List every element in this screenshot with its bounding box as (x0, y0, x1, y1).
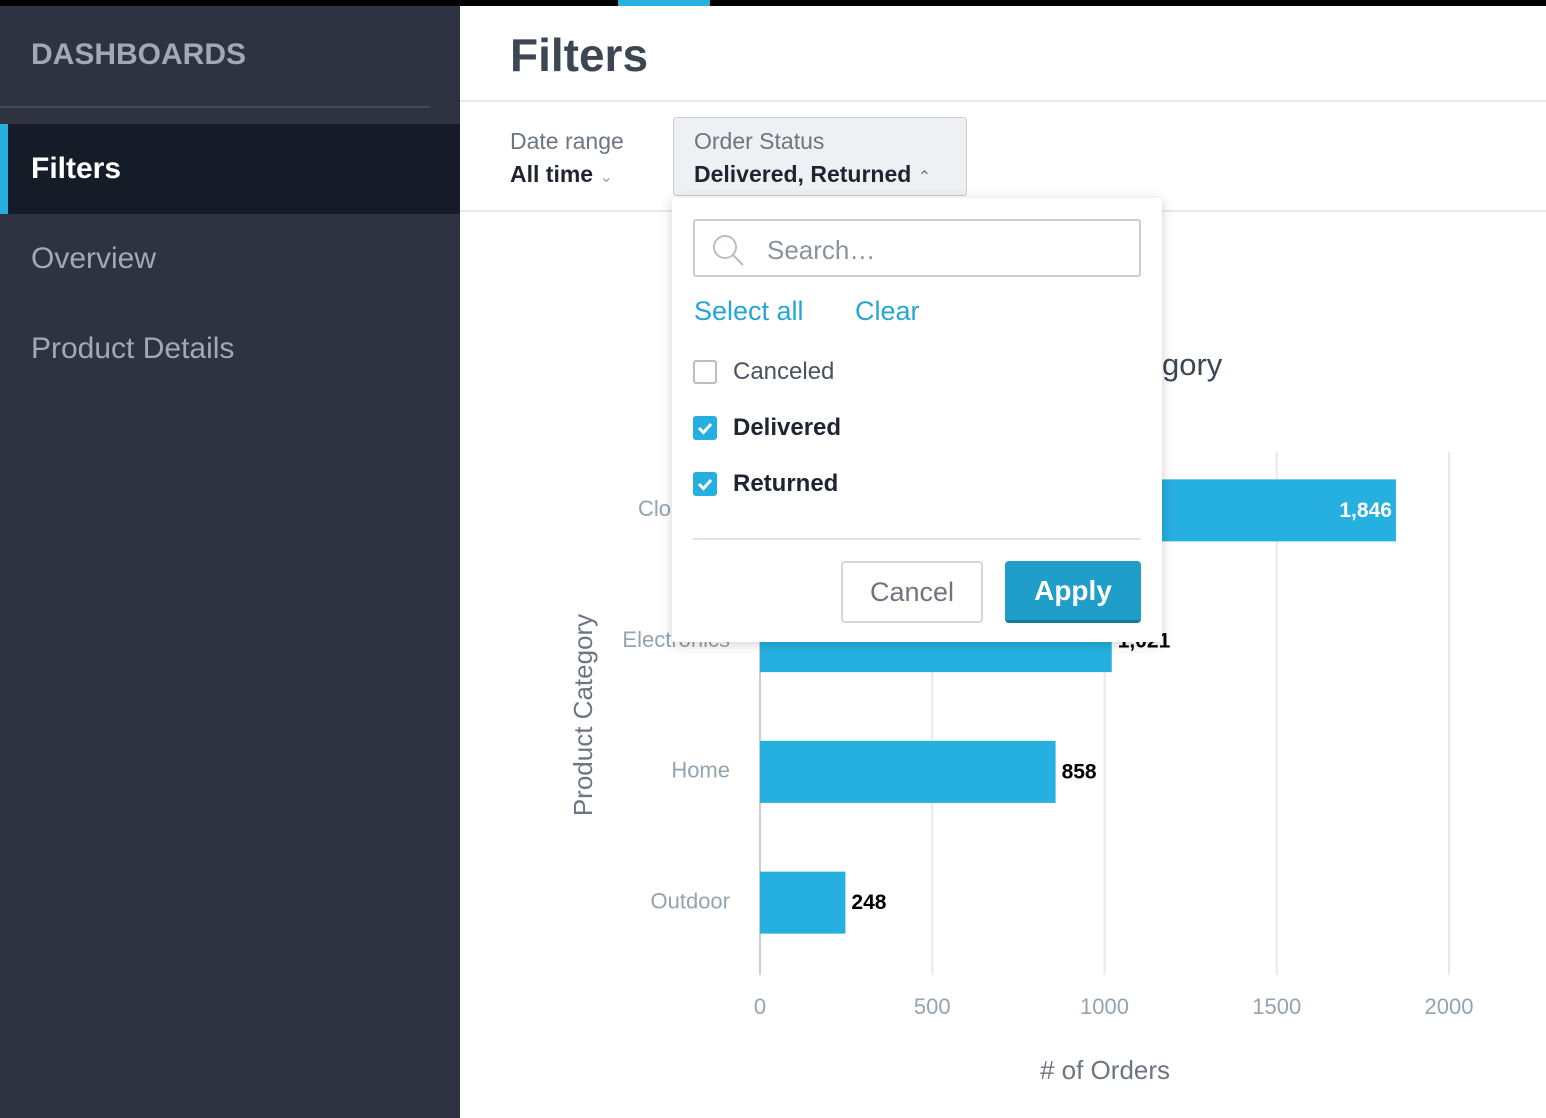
x-tick-label: 0 (754, 994, 766, 1019)
dropdown: Search… Select all Clear Canceled Deliver… (672, 198, 1162, 642)
y-axis-title: Product Category (568, 614, 598, 816)
bar (760, 740, 1056, 803)
value-label: 248 (851, 891, 886, 914)
nav-item[interactable]: Overview (31, 242, 157, 275)
nav-item[interactable]: Product Details (31, 332, 235, 365)
checkmark (697, 423, 713, 435)
x-axis-title: # of Orders (1040, 1055, 1170, 1085)
filter-value: All time (510, 161, 594, 187)
divider (460, 100, 1546, 102)
checkbox[interactable] (693, 360, 717, 384)
category-label: Outdoor (651, 888, 731, 913)
checkbox[interactable] (693, 416, 717, 440)
tab-indicator (618, 0, 710, 6)
chart-title: gory (1162, 347, 1223, 382)
x-tick-label: 2000 (1425, 994, 1474, 1019)
search-placeholder: Search… (767, 235, 876, 265)
filter[interactable]: Date range All time ⌄ (510, 128, 624, 187)
value-label: 858 (1062, 760, 1097, 783)
select-all[interactable]: Select all (694, 296, 804, 326)
filter-value: Delivered, Returned (694, 161, 912, 187)
divider (0, 106, 430, 108)
checkbox[interactable] (693, 472, 717, 496)
category-label: Clo (638, 496, 671, 521)
nav-item[interactable]: Filters (0, 124, 460, 214)
option-label[interactable]: Returned (733, 470, 839, 497)
option-label[interactable]: Delivered (733, 414, 842, 441)
search-icon (713, 235, 744, 266)
apply-button[interactable]: Apply (1005, 561, 1141, 623)
x-tick-label: 500 (914, 994, 951, 1019)
filter[interactable]: Order Status Delivered, Returned ⌃ (673, 117, 967, 196)
search-box[interactable]: Search… (693, 219, 1141, 277)
x-tick-label: 1000 (1080, 994, 1129, 1019)
top-bar (0, 0, 1546, 6)
value-label: 1,846 (1339, 499, 1392, 522)
page-title: Filters (510, 29, 649, 81)
sidebar: DASHBOARDS Filters Overview Product Detail… (0, 6, 460, 1118)
divider (693, 538, 1141, 540)
cancel-button[interactable]: Cancel (841, 561, 983, 623)
clear[interactable]: Clear (855, 296, 920, 326)
x-tick-label: 1500 (1252, 994, 1301, 1019)
category-label: Home (671, 758, 730, 783)
filter-label: Date range (510, 128, 624, 154)
option-label[interactable]: Canceled (733, 358, 835, 385)
filter-label: Order Status (694, 128, 825, 154)
bar (760, 871, 846, 934)
checkmark (697, 479, 713, 491)
sidebar-title: DASHBOARDS (31, 38, 247, 71)
